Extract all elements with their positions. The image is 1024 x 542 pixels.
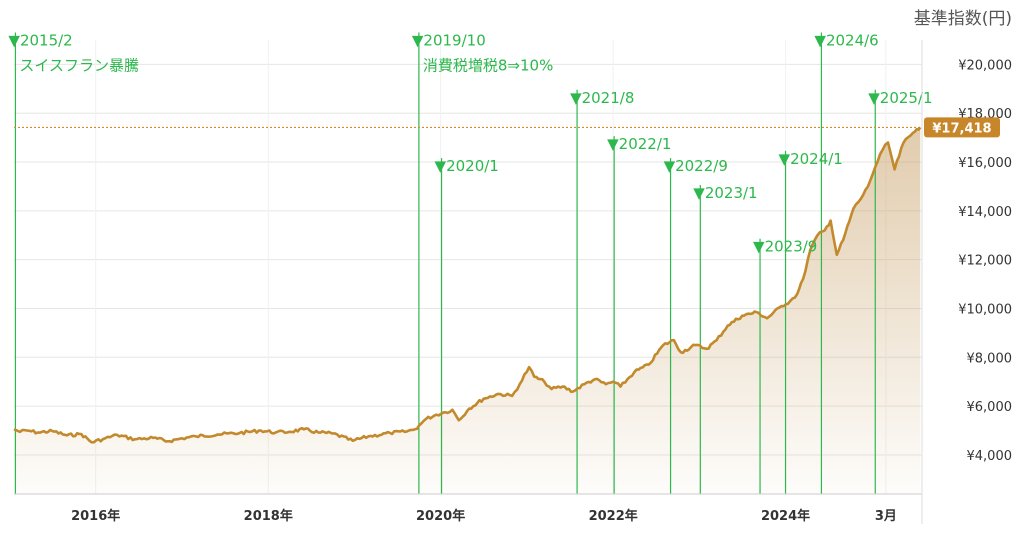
y-tick-label: ¥8,000 <box>967 351 1013 366</box>
y-tick-label: ¥4,000 <box>967 449 1013 464</box>
y-tick-label: ¥20,000 <box>958 58 1012 73</box>
annotation-label: ▼2024/6 <box>814 31 878 49</box>
annotation-label: ▼2024/1 <box>779 150 843 168</box>
x-axis-ticks: 2016年 2018年 2020年 2022年 2024年 3月 <box>71 508 897 524</box>
annotation-label: ▼2020/1 <box>435 157 499 175</box>
annotation-sublabel: 消費税増税8⇒10% <box>423 56 553 74</box>
annotation-label: ▼2022/9 <box>664 157 728 175</box>
current-value-badge-label: ¥17,418 <box>932 121 991 136</box>
annotation-label: ▼2023/9 <box>753 238 817 256</box>
annotation-sublabel: スイスフラン暴騰 <box>19 56 139 74</box>
y-axis-ticks: ¥4,000 ¥6,000 ¥8,000 ¥10,000 ¥12,000 ¥14,000 ¥… <box>958 58 1012 464</box>
current-value-badge-background <box>924 117 1000 138</box>
x-tick-label: 2020年 <box>416 508 465 524</box>
x-tick-label: 2018年 <box>244 508 293 524</box>
y-tick-label: ¥6,000 <box>967 400 1013 415</box>
x-tick-label: 2024年 <box>761 508 810 524</box>
y-tick-label: ¥16,000 <box>958 156 1012 171</box>
annotation-lines <box>14 32 876 494</box>
annotation-label: ▼2023/1 <box>693 184 757 202</box>
series-line <box>13 126 922 444</box>
annotation-label: ▼2025/1 <box>868 89 932 107</box>
y-tick-label: ¥10,000 <box>958 302 1012 317</box>
axis-layer: 2016年 2018年 2020年 2022年 2024年 3月 ¥4,000 ¥6,000… <box>14 40 1012 524</box>
annotation-labels: ▼2015/2 スイスフラン暴騰 ▼2019/10 消費税増税8⇒10% ▼2020/1… <box>8 31 932 255</box>
y-axis-unit-label: 基準指数(円) <box>914 9 1012 29</box>
x-tick-label: 2016年 <box>71 508 120 524</box>
current-value-badge: ¥17,418 <box>924 117 1000 138</box>
annotation-label: ▼2021/8 <box>570 89 634 107</box>
x-tick-label: 3月 <box>875 509 897 524</box>
annotation-label: ▼2022/1 <box>607 135 671 153</box>
series-area <box>14 127 921 495</box>
annotation-label: ▼2019/10 <box>412 31 486 49</box>
y-tick-label: ¥14,000 <box>958 205 1012 220</box>
y-tick-label: ¥12,000 <box>958 254 1012 269</box>
x-tick-label: 2022年 <box>589 508 638 524</box>
annotation-label: ▼2015/2 <box>8 31 72 49</box>
